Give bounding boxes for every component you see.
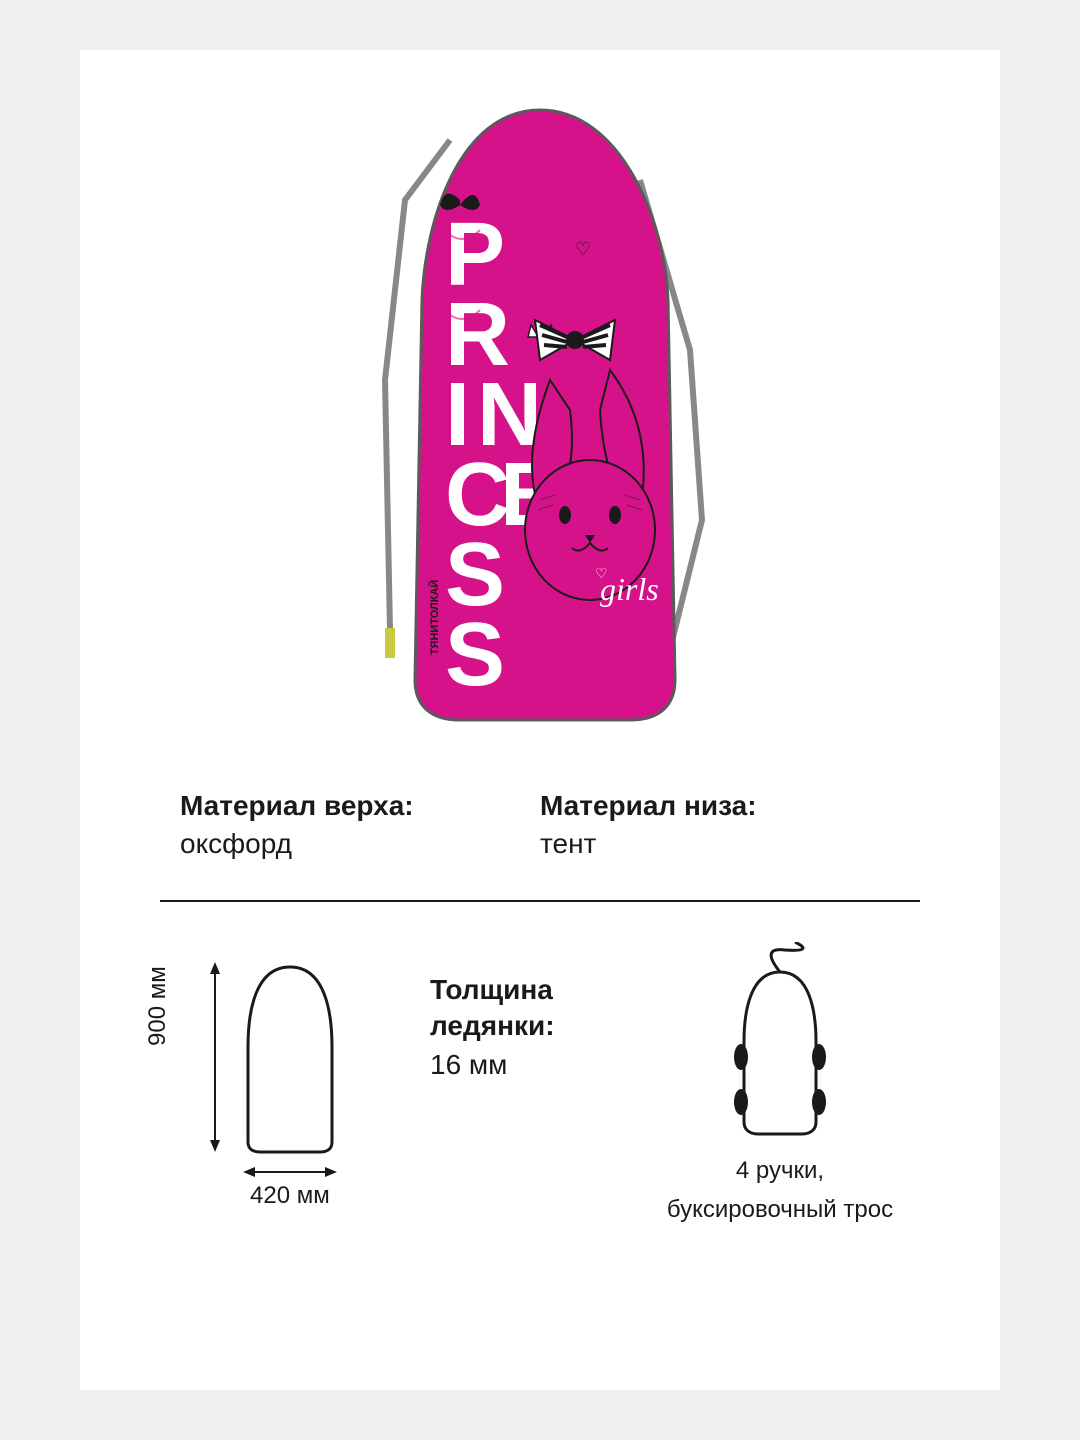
svg-text:S: S [445,605,505,705]
brand-text: ТЯНИТОЛКАЙ [428,580,441,655]
girls-text: girls [600,571,659,607]
thickness-label-1: Толщина [430,972,610,1008]
specs-row: 900 мм 420 мм Толщина ледянки: 16 мм 4 р… [160,942,920,1225]
heart-icon: ♡ [575,239,591,259]
thickness-value: 16 мм [430,1049,610,1081]
handles-caption-2: буксировочный трос [650,1194,910,1225]
sled-product: P R I N C E S S [350,100,730,740]
thickness-label-2: ледянки: [430,1008,610,1044]
sled-svg: P R I N C E S S [350,100,730,740]
material-top-value: оксфорд [180,828,540,860]
strap-tip [385,628,395,658]
materials-row: Материал верха: оксфорд Материал низа: т… [180,790,900,860]
material-bottom: Материал низа: тент [540,790,900,860]
product-image-area: P R I N C E S S [160,100,920,740]
handles-caption-1: 4 ручки, [650,1155,910,1186]
product-card: P R I N C E S S [80,50,1000,1390]
handles-diagram [700,942,860,1142]
material-bottom-label: Материал низа: [540,790,900,822]
handles-block: 4 ручки, буксировочный трос [650,942,910,1225]
width-label: 420 мм [250,1182,330,1210]
material-top: Материал верха: оксфорд [180,790,540,860]
small-heart-icon: ♡ [595,565,608,581]
material-bottom-value: тент [540,828,900,860]
thickness-block: Толщина ледянки: 16 мм [430,942,610,1081]
section-divider [160,900,920,902]
material-top-label: Материал верха: [180,790,540,822]
dimension-diagram: 900 мм 420 мм [170,942,390,1202]
height-label: 900 мм [144,966,172,1046]
